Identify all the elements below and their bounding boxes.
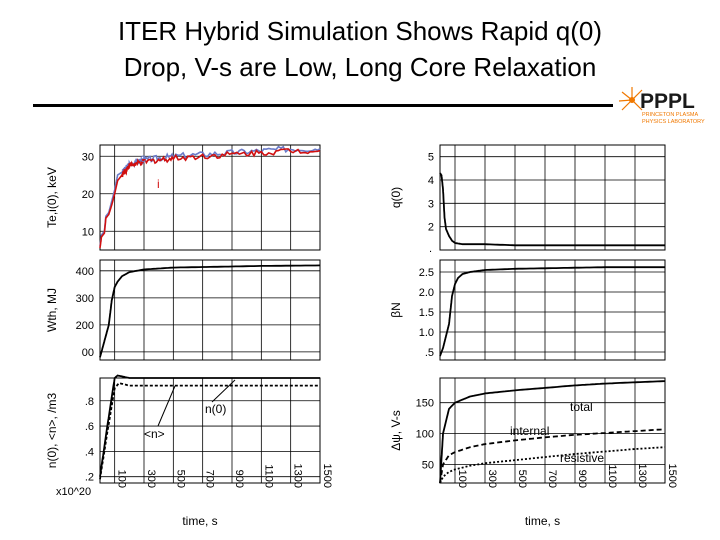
ytick-label: 200: [76, 320, 94, 332]
ytick-label: 20: [82, 189, 94, 201]
xtick-label: 100: [456, 470, 468, 488]
series-density-0: [99, 374, 320, 477]
xtick-label: 1100: [262, 464, 274, 488]
y-axis-label: Te,i(0), keV: [45, 167, 59, 228]
annotation-resistive: resistive: [560, 451, 604, 465]
ytick-label: 1.0: [419, 327, 434, 339]
y-axis-label: n(0), <n>, /m3: [45, 392, 59, 468]
slide-title-line1: ITER Hybrid Simulation Shows Rapid q(0): [117, 16, 603, 46]
xtick-label: 700: [204, 470, 216, 488]
y-axis-label: Wth, MJ: [45, 288, 59, 332]
xtick-label: 300: [145, 470, 157, 488]
xtick-label: 700: [546, 470, 558, 488]
ytick-label: 30: [82, 151, 94, 163]
ytick-label: .6: [85, 421, 94, 433]
ytick-label: 400: [76, 266, 94, 278]
ytick-label: .2: [85, 472, 94, 484]
xtick-label: 1300: [292, 464, 304, 488]
plot-frame: [439, 144, 666, 251]
ytick-label: 10: [82, 226, 94, 238]
ytick-label: .5: [425, 347, 434, 359]
xtick-label: 500: [174, 470, 186, 488]
series-voltsec-0: [439, 380, 666, 484]
ytick-label: .: [429, 243, 432, 255]
series-wth-0: [99, 264, 321, 358]
ytick-label: 50: [422, 459, 434, 471]
xtick-label: 500: [516, 470, 528, 488]
series-q0-0: [439, 172, 665, 247]
annotation-total: total: [570, 400, 593, 414]
axis-multiplier: x10^20: [56, 486, 91, 498]
x-axis-label: time, s: [182, 514, 217, 528]
logo-subtext1: PRINCETON PLASMA: [642, 112, 698, 118]
chart-voltsec: 150 100 50 Δψ, V-s 100 300 500 700 900 1100 1300 15…: [389, 377, 678, 528]
xtick-label: 1500: [321, 464, 333, 488]
ytick-label: 300: [76, 293, 94, 305]
ytick-label: 2: [428, 222, 434, 234]
xtick-label: 300: [486, 470, 498, 488]
series-label-i: i: [157, 177, 160, 191]
xtick-label: 900: [576, 470, 588, 488]
ytick-label: 5: [428, 152, 434, 164]
series-te_ti-1: [99, 148, 321, 249]
y-axis-label: Δψ, V-s: [389, 410, 403, 451]
annotation-n0: n(0): [205, 402, 226, 416]
arrow-navg: [157, 385, 176, 427]
ytick-label: .8: [85, 396, 94, 408]
xtick-label: 100: [116, 470, 128, 488]
xtick-label: 1100: [606, 464, 618, 488]
chart-q0: 2 3 4 5. q(0): [389, 144, 666, 255]
annotation-internal: internal: [510, 424, 549, 438]
xtick-label: 1300: [636, 464, 648, 488]
ytick-label: 2.5: [419, 267, 434, 279]
ytick-label: 1.5: [419, 307, 434, 319]
series-density-1: [99, 382, 320, 480]
chart-betaN: 2.5 2.0 1.5 1.0 .5 βN: [389, 259, 666, 361]
series-label-e: e: [140, 151, 147, 165]
chart-wth: 400 300 200 00 Wth, MJ: [45, 259, 321, 361]
series-voltsec-2: [439, 446, 666, 484]
y-axis-label: q(0): [389, 187, 403, 208]
logo-text: PPPL: [640, 90, 695, 113]
plot-frame: [439, 377, 666, 484]
x-axis-label: time, s: [525, 514, 560, 528]
ytick-label: 4: [428, 175, 434, 187]
ytick-label: .4: [85, 446, 94, 458]
plot-frame: [439, 259, 666, 361]
annotation-navg: <n>: [144, 427, 165, 441]
plot-frame: [99, 144, 321, 251]
title-underline: [33, 104, 613, 107]
xtick-label: 900: [233, 470, 245, 488]
series-betaN-0: [439, 266, 665, 357]
y-axis-label: βN: [389, 302, 403, 318]
ytick-label: 2.0: [419, 287, 434, 299]
ytick-label: 150: [416, 398, 434, 410]
ytick-label: 00: [82, 347, 94, 359]
plot-frame: [99, 377, 321, 484]
logo-subtext2: PHYSICS LABORATORY: [642, 119, 705, 125]
slide-title-line2: Drop, V-s are Low, Long Core Relaxation: [123, 52, 597, 82]
xtick-label: 1500: [666, 464, 678, 488]
series-voltsec-1: [439, 428, 666, 484]
starburst-icon: [618, 87, 643, 111]
plot-frame: [99, 259, 321, 361]
ytick-label: 100: [416, 429, 434, 441]
ytick-label: 3: [428, 198, 434, 210]
pppl-logo: PPPL PRINCETON PLASMA PHYSICS LABORATORY: [618, 87, 705, 125]
chart-density: .8 .6 .4 .2 n(0), <n>, /m3 100 300 500 700 900 110…: [45, 374, 333, 528]
arrow-n0: [211, 379, 236, 403]
chart-te_ti: 10 20 30 Te,i(0), keV ei: [45, 144, 321, 251]
